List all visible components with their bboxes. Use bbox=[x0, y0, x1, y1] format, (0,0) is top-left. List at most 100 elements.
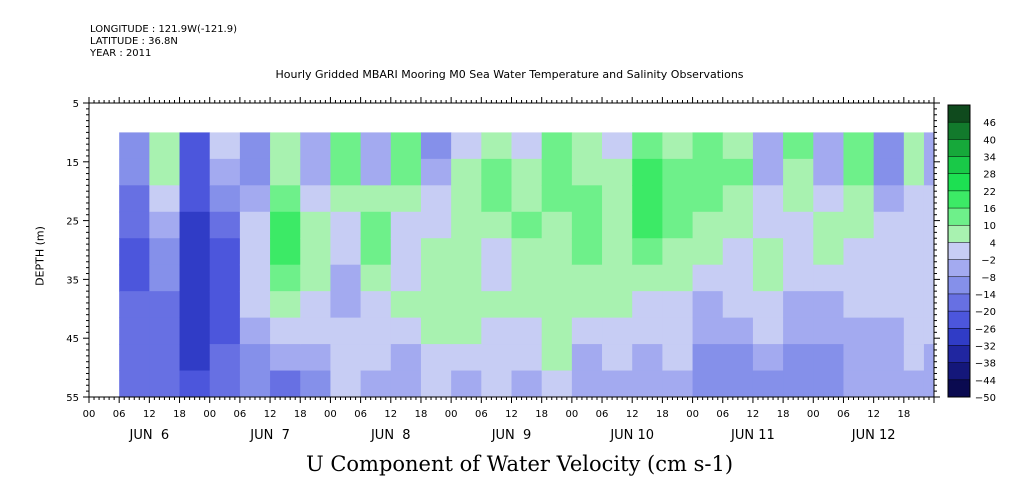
heatmap-cell bbox=[511, 370, 543, 398]
x-tick-label: 18 bbox=[777, 409, 790, 420]
x-day-label: JUN 10 bbox=[609, 428, 654, 443]
heatmap-cell bbox=[843, 317, 875, 345]
heatmap-cell bbox=[571, 344, 603, 372]
heatmap-cell bbox=[360, 291, 392, 319]
heatmap-cell bbox=[903, 211, 925, 239]
heatmap-cell bbox=[451, 370, 482, 398]
heatmap-cell bbox=[923, 158, 935, 186]
heatmap-cell bbox=[330, 158, 362, 186]
heatmap-cell bbox=[300, 185, 331, 213]
heatmap-cell bbox=[481, 238, 512, 266]
heatmap-cell bbox=[843, 158, 875, 186]
heatmap-cell bbox=[209, 317, 241, 345]
y-tick-label: 5 bbox=[73, 99, 79, 110]
heatmap-cell bbox=[602, 317, 633, 345]
heatmap-cell bbox=[481, 185, 512, 213]
colorbar-swatch bbox=[948, 208, 970, 226]
x-tick-label: 06 bbox=[837, 409, 850, 420]
heatmap-cell bbox=[270, 211, 301, 239]
heatmap-cell bbox=[390, 211, 422, 239]
heatmap-cell bbox=[300, 238, 331, 266]
heatmap-cell bbox=[511, 344, 543, 372]
heatmap-cell bbox=[481, 344, 512, 372]
heatmap-cell bbox=[923, 317, 935, 345]
heatmap-cell bbox=[149, 264, 181, 292]
heatmap-cell bbox=[662, 132, 694, 160]
heatmap-cell bbox=[541, 158, 573, 186]
x-tick-label: 06 bbox=[475, 409, 488, 420]
colorbar-label: −26 bbox=[975, 324, 996, 335]
heatmap-cell bbox=[873, 185, 905, 213]
heatmap-cell bbox=[752, 291, 784, 319]
heatmap-cell bbox=[270, 370, 301, 398]
heatmap-cell bbox=[571, 317, 603, 345]
colorbar-label: 46 bbox=[983, 118, 996, 129]
heatmap-cell bbox=[722, 291, 754, 319]
latitude-label: LATITUDE : 36.8N bbox=[90, 36, 178, 47]
heatmap-cell bbox=[179, 185, 211, 213]
heatmap-cell bbox=[511, 158, 543, 186]
heatmap-cell bbox=[179, 132, 211, 160]
heatmap-cell bbox=[692, 158, 724, 186]
heatmap-cell bbox=[330, 344, 362, 372]
heatmap-cell bbox=[903, 291, 925, 319]
heatmap-cell bbox=[571, 264, 603, 292]
heatmap-cell bbox=[451, 158, 482, 186]
heatmap-cell bbox=[300, 291, 331, 319]
heatmap-cell bbox=[209, 211, 241, 239]
heatmap-cell bbox=[692, 317, 724, 345]
colorbar-frame bbox=[947, 104, 971, 398]
heatmap-cell bbox=[632, 211, 663, 239]
colorbar-label: 34 bbox=[983, 153, 996, 164]
x-tick-label: 12 bbox=[867, 409, 880, 420]
heatmap-cell bbox=[722, 132, 754, 160]
heatmap-cell bbox=[571, 291, 603, 319]
heatmap-cell bbox=[541, 344, 573, 372]
heatmap-cell bbox=[451, 344, 482, 372]
heatmap-cell bbox=[813, 158, 844, 186]
heatmap-cell bbox=[209, 264, 241, 292]
heatmap-cell bbox=[330, 132, 362, 160]
x-tick-label: 12 bbox=[264, 409, 277, 420]
heatmap-cell bbox=[481, 370, 512, 398]
x-tick-label: 06 bbox=[716, 409, 729, 420]
heatmap-cell bbox=[481, 211, 512, 239]
heatmap-cell bbox=[481, 158, 512, 186]
heatmap-cell bbox=[923, 185, 935, 213]
heatmap-cell bbox=[360, 238, 392, 266]
heatmap-cell bbox=[903, 370, 925, 398]
heatmap-cell bbox=[541, 132, 573, 160]
heatmap-cell bbox=[923, 370, 935, 398]
heatmap-cell bbox=[783, 370, 814, 398]
heatmap-cell bbox=[300, 370, 331, 398]
heatmap-cell bbox=[481, 317, 512, 345]
heatmap-cell bbox=[330, 211, 362, 239]
heatmap-cell bbox=[420, 132, 452, 160]
heatmap-cell bbox=[179, 344, 211, 372]
heatmap-cell bbox=[119, 317, 150, 345]
heatmap-cell bbox=[511, 291, 543, 319]
y-tick-label: 45 bbox=[66, 334, 79, 345]
x-tick-label: 06 bbox=[596, 409, 609, 420]
colorbar-label: −8 bbox=[981, 273, 996, 284]
heatmap-cell bbox=[420, 370, 452, 398]
heatmap-cell bbox=[783, 317, 814, 345]
heatmap-cell bbox=[270, 132, 301, 160]
heatmap-cell bbox=[662, 344, 694, 372]
heatmap-cell bbox=[692, 211, 724, 239]
colorbar-swatch bbox=[948, 225, 970, 243]
heatmap-cell bbox=[300, 344, 331, 372]
heatmap-cell bbox=[149, 344, 181, 372]
x-tick-label: 12 bbox=[505, 409, 518, 420]
x-tick-label: 18 bbox=[415, 409, 428, 420]
heatmap-cell bbox=[602, 264, 633, 292]
x-day-label: JUN 8 bbox=[370, 428, 411, 443]
heatmap-cell bbox=[571, 132, 603, 160]
heatmap-cell bbox=[541, 211, 573, 239]
heatmap-cell bbox=[511, 317, 543, 345]
heatmap-cell bbox=[149, 185, 181, 213]
heatmap-cell bbox=[300, 158, 331, 186]
colorbar-label: −2 bbox=[981, 256, 996, 267]
heatmap-cell bbox=[541, 370, 573, 398]
